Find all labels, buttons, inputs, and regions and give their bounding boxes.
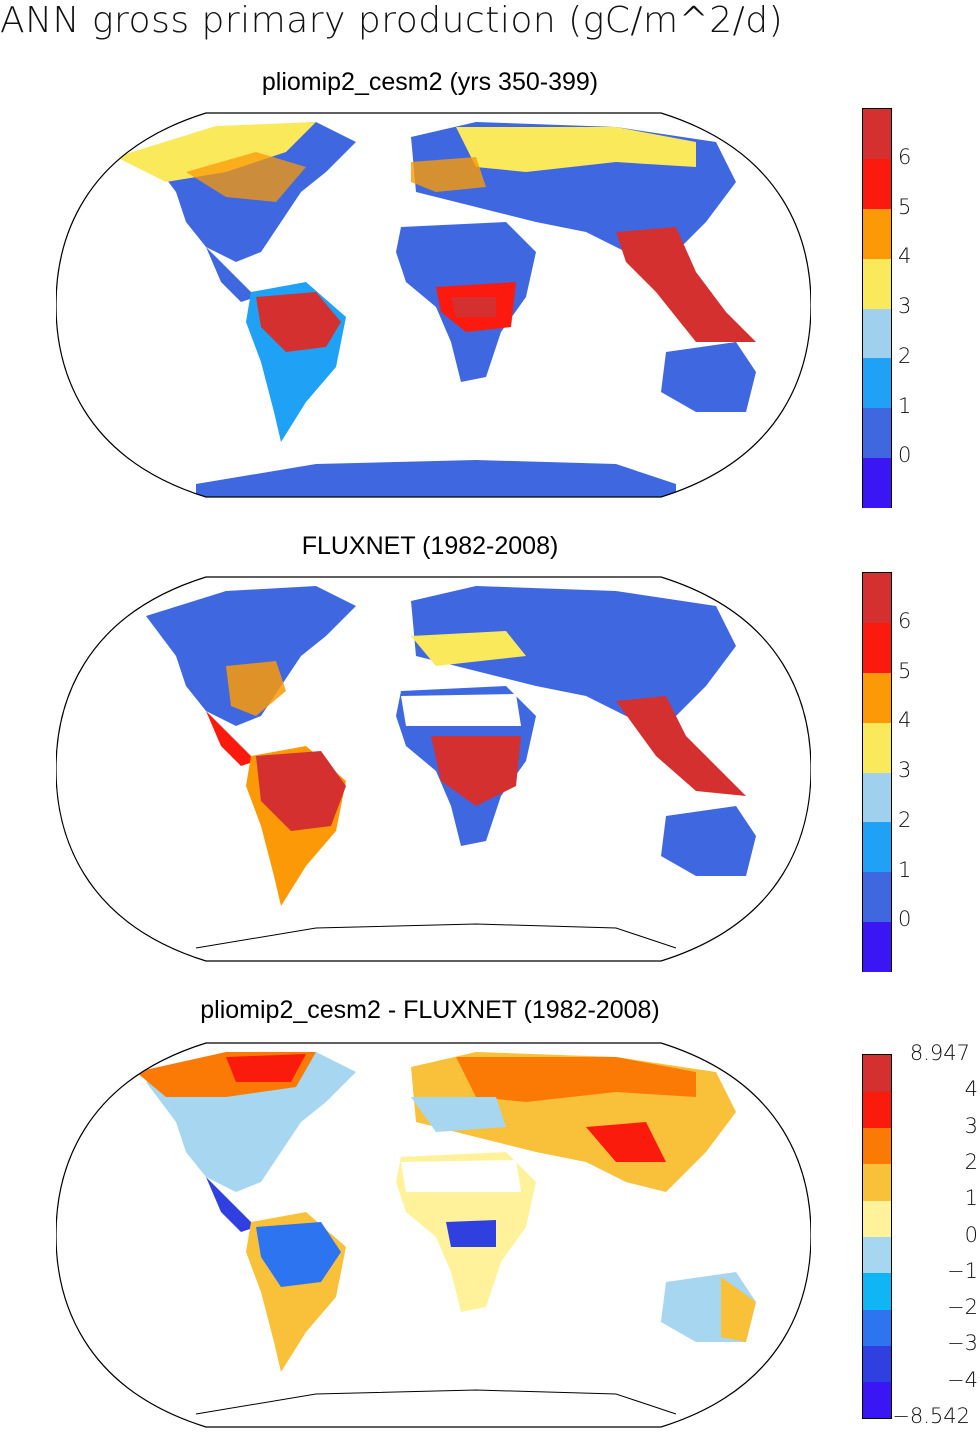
colorbar-label: 8.947 [909,1041,970,1065]
central-america-land [206,1177,256,1232]
colorbar-label: 5 [898,658,912,683]
colorbar-swatch [863,622,891,673]
colorbar-label: 3 [964,1113,978,1138]
colorbar-label: 1 [898,393,912,418]
colorbar-swatch [863,573,891,624]
colorbar-swatch [863,1236,891,1274]
colorbar-label: 1 [898,857,912,882]
panel-3-colorbar [862,1054,892,1419]
colorbar-swatch [863,1272,891,1310]
panel-2-map [56,576,811,962]
sahara-white [401,1160,521,1192]
colorbar-label: 4 [898,708,912,733]
colorbar-swatch [863,407,891,458]
figure-title: ANN gross primary production (gC/m^2/d) [0,0,784,41]
colorbar-label: 4 [964,1077,978,1102]
colorbar-label: 6 [898,608,912,633]
colorbar-swatch [863,871,891,922]
colorbar-swatch [863,1127,891,1165]
colorbar-label: −1 [947,1258,978,1283]
colorbar-label: 2 [898,343,912,368]
colorbar-label: 2 [964,1149,978,1174]
colorbar-swatch [863,1091,891,1129]
amazon-low [256,1222,341,1287]
colorbar-swatch [863,1381,891,1419]
colorbar-label: −8.542 [892,1404,970,1428]
colorbar-swatch [863,308,891,359]
antarctica-land [196,460,676,497]
amazon-high [256,751,346,831]
panel-3-title: pliomip2_cesm2 - FLUXNET (1982-2008) [200,996,660,1024]
colorbar-label: 0 [898,443,912,468]
eurasia-land [411,586,736,726]
colorbar-swatch [863,1309,891,1346]
colorbar-label: −2 [947,1295,978,1320]
colorbar-swatch [863,457,891,508]
colorbar-label: 3 [898,294,912,318]
colorbar-swatch [863,109,891,160]
north-america-north [116,122,316,182]
southeast-asia-high [616,696,746,796]
panel-3-map [56,1042,811,1428]
colorbar-swatch [863,772,891,823]
central-america-land [206,711,256,766]
sahara-white [401,694,521,726]
panel-2-title: FLUXNET (1982-2008) [301,532,559,560]
colorbar-label: 3 [898,758,912,782]
central-america-land [206,247,256,302]
africa-central-low [446,1220,496,1247]
colorbar-label: 4 [898,244,912,269]
panel-2-colorbar [862,572,892,972]
canada-high [226,1054,306,1082]
colorbar-swatch [863,722,891,773]
colorbar-swatch [863,672,891,723]
colorbar-label: 0 [964,1222,978,1247]
colorbar-swatch [863,357,891,408]
amazon-high [256,292,341,352]
colorbar-swatch [863,258,891,309]
north-america-land [146,586,356,726]
europe-band [411,1097,506,1132]
panel-1-title: pliomip2_cesm2 (yrs 350-399) [261,68,599,96]
colorbar-swatch [863,1163,891,1201]
europe-band [411,631,526,666]
colorbar-label: 2 [898,807,912,832]
panel-1-colorbar [862,108,892,508]
colorbar-label: 0 [898,907,912,932]
colorbar-swatch [863,1345,891,1383]
north-america-band [186,152,306,202]
eurasia-north-band [456,127,696,172]
europe-band [411,157,486,192]
africa-central-high [431,736,521,806]
colorbar-label: 1 [964,1186,978,1211]
colorbar-swatch [863,821,891,872]
australia-land [661,806,756,876]
colorbar-label: 6 [898,144,912,169]
colorbar-label: 5 [898,194,912,219]
colorbar-swatch [863,208,891,259]
colorbar-swatch [863,1200,891,1237]
colorbar-label: −4 [947,1367,978,1392]
colorbar-swatch [863,921,891,972]
colorbar-swatch [863,158,891,209]
colorbar-label: −3 [947,1331,978,1356]
panel-1-map [56,112,811,498]
asia-high [586,1122,666,1162]
australia-land [661,342,756,412]
africa-central-core [451,297,496,317]
north-america-east [226,661,286,716]
australia-east [721,1277,756,1342]
colorbar-swatch [863,1055,891,1092]
southeast-asia-high [616,227,756,342]
eurasia-north-band [456,1057,696,1102]
